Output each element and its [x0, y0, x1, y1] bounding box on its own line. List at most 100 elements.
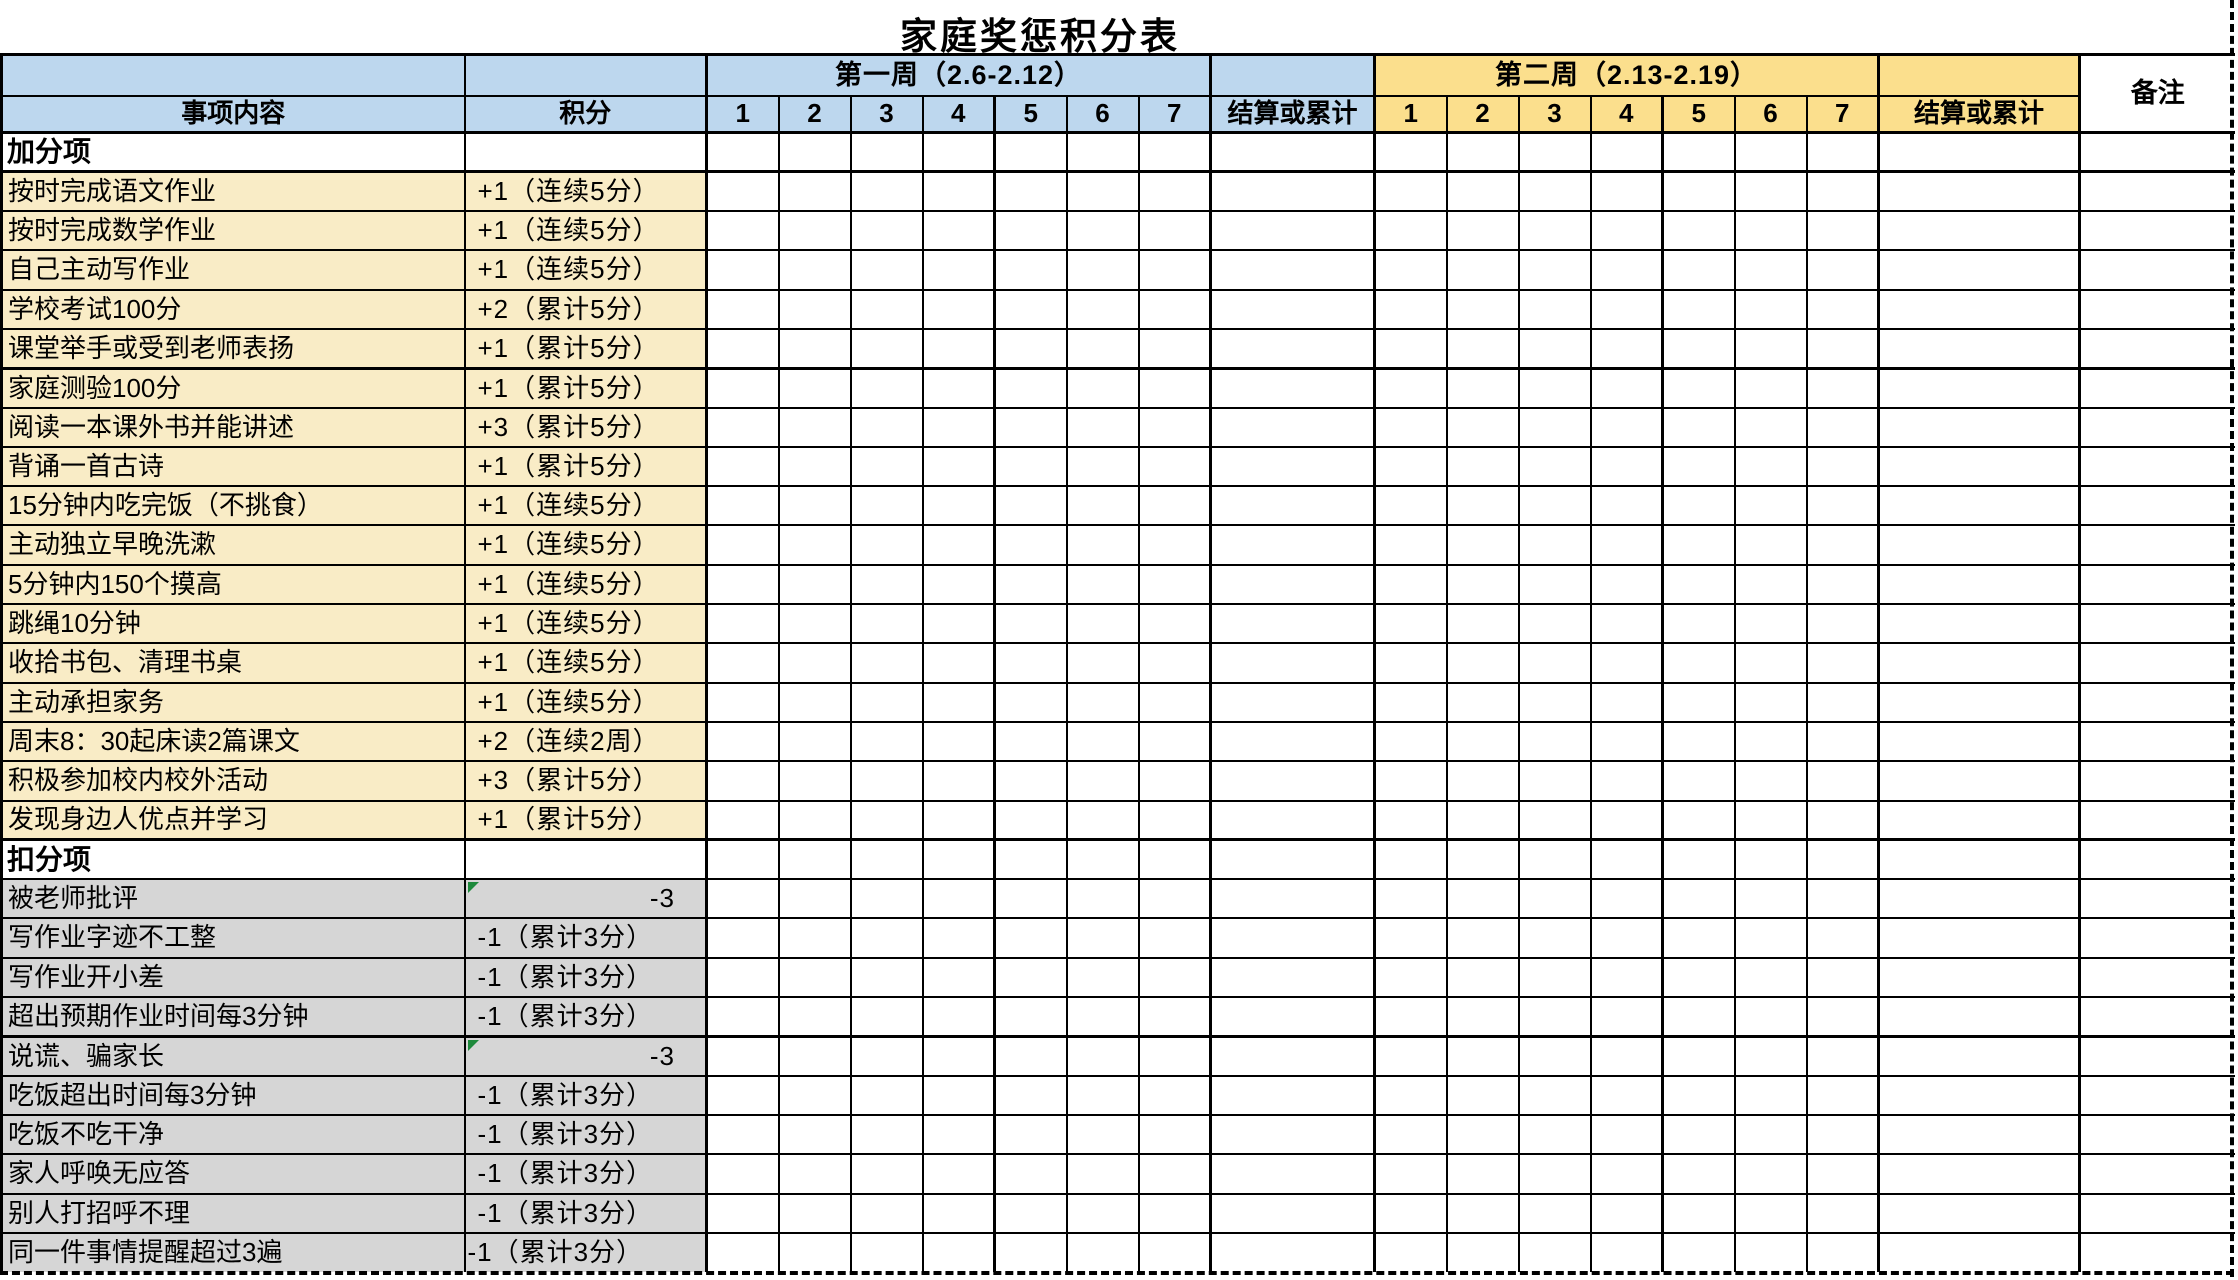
day-cell[interactable] — [705, 917, 780, 959]
day-cell[interactable] — [1137, 838, 1212, 881]
day-cell[interactable] — [1373, 760, 1448, 802]
day-cell[interactable] — [1517, 799, 1592, 842]
day-cell[interactable] — [1373, 210, 1448, 252]
settle-cell[interactable] — [1209, 445, 1376, 488]
day-cell[interactable] — [1805, 485, 1880, 527]
day-cell[interactable] — [1733, 327, 1808, 370]
day-cell[interactable] — [1733, 878, 1808, 920]
day-cell[interactable] — [777, 1035, 852, 1077]
day-cell[interactable] — [1661, 878, 1736, 920]
day-cell[interactable] — [921, 917, 996, 959]
day-cell[interactable] — [993, 642, 1068, 684]
day-cell[interactable] — [1445, 1153, 1520, 1195]
settle-header-week2[interactable]: 结算或累计 — [1877, 94, 2081, 134]
day-cell[interactable] — [1589, 878, 1664, 920]
item-cell[interactable]: 超出预期作业时间每3分钟 — [0, 996, 466, 1038]
points-cell[interactable] — [463, 838, 708, 881]
day-cell[interactable] — [1589, 956, 1664, 999]
day-cell[interactable] — [849, 642, 924, 684]
day-cell[interactable] — [849, 1113, 924, 1156]
day-header[interactable]: 3 — [849, 94, 924, 134]
day-cell[interactable] — [1661, 288, 1736, 330]
day-cell[interactable] — [1373, 406, 1448, 448]
day-cell[interactable] — [1517, 1153, 1592, 1195]
day-cell[interactable] — [849, 1192, 924, 1234]
day-cell[interactable] — [921, 956, 996, 999]
day-cell[interactable] — [1065, 445, 1140, 488]
day-cell[interactable] — [777, 485, 852, 527]
points-cell[interactable]: -1（累计3分） — [463, 1192, 708, 1234]
day-cell[interactable] — [849, 603, 924, 645]
header-item-col[interactable]: 事项内容 — [0, 94, 466, 134]
day-cell[interactable] — [1445, 878, 1520, 920]
settle-cell[interactable] — [1877, 878, 2081, 920]
day-cell[interactable] — [777, 681, 852, 723]
settle-cell[interactable] — [1209, 1035, 1376, 1077]
day-cell[interactable] — [1137, 799, 1212, 842]
day-cell[interactable] — [777, 1074, 852, 1116]
day-cell[interactable] — [1137, 1074, 1212, 1116]
day-cell[interactable] — [1517, 917, 1592, 959]
day-cell[interactable] — [1733, 799, 1808, 842]
week1-header[interactable]: 第一周（2.6-2.12） — [705, 53, 1212, 97]
day-cell[interactable] — [1065, 485, 1140, 527]
day-cell[interactable] — [1589, 406, 1664, 448]
day-cell[interactable] — [993, 1192, 1068, 1234]
day-cell[interactable] — [849, 956, 924, 999]
item-cell[interactable]: 别人打招呼不理 — [0, 1192, 466, 1234]
day-cell[interactable] — [777, 406, 852, 448]
day-cell[interactable] — [1517, 1192, 1592, 1234]
day-cell[interactable] — [849, 249, 924, 291]
remark-cell[interactable] — [2078, 210, 2235, 252]
remark-cell[interactable] — [2078, 917, 2235, 959]
day-cell[interactable] — [777, 327, 852, 370]
day-cell[interactable] — [1517, 603, 1592, 645]
day-cell[interactable] — [1137, 485, 1212, 527]
settle-cell[interactable] — [1877, 170, 2081, 213]
day-cell[interactable] — [705, 249, 780, 291]
item-cell[interactable]: 课堂举手或受到老师表扬 — [0, 327, 466, 370]
day-cell[interactable] — [921, 642, 996, 684]
day-cell[interactable] — [1661, 799, 1736, 842]
day-cell[interactable] — [1137, 563, 1212, 606]
day-cell[interactable] — [1517, 249, 1592, 291]
item-cell[interactable]: 按时完成语文作业 — [0, 170, 466, 213]
day-cell[interactable] — [1661, 563, 1736, 606]
day-cell[interactable] — [1589, 210, 1664, 252]
day-cell[interactable] — [1373, 1192, 1448, 1234]
remark-cell[interactable] — [2078, 249, 2235, 291]
day-cell[interactable] — [1445, 327, 1520, 370]
day-cell[interactable] — [1805, 1153, 1880, 1195]
settle-cell[interactable] — [1209, 288, 1376, 330]
day-cell[interactable] — [1661, 642, 1736, 684]
day-cell[interactable] — [1589, 642, 1664, 684]
settle-cell[interactable] — [1877, 799, 2081, 842]
day-cell[interactable] — [705, 996, 780, 1038]
points-cell[interactable]: -3 — [463, 878, 708, 920]
day-cell[interactable] — [1805, 799, 1880, 842]
day-cell[interactable] — [1445, 406, 1520, 448]
day-cell[interactable] — [1733, 485, 1808, 527]
points-cell[interactable]: +3（累计5分） — [463, 760, 708, 802]
day-cell[interactable] — [1373, 642, 1448, 684]
day-cell[interactable] — [1137, 760, 1212, 802]
day-cell[interactable] — [921, 485, 996, 527]
points-cell[interactable]: -3 — [463, 1035, 708, 1077]
day-cell[interactable] — [1065, 249, 1140, 291]
day-cell[interactable] — [1805, 131, 1880, 174]
day-cell[interactable] — [777, 603, 852, 645]
settle-cell[interactable] — [1209, 1153, 1376, 1195]
day-cell[interactable] — [993, 563, 1068, 606]
day-cell[interactable] — [1733, 131, 1808, 174]
day-cell[interactable] — [1805, 327, 1880, 370]
day-cell[interactable] — [1589, 720, 1664, 763]
day-cell[interactable] — [705, 1192, 780, 1234]
day-cell[interactable] — [1137, 1035, 1212, 1077]
day-cell[interactable] — [1661, 367, 1736, 409]
day-cell[interactable] — [1065, 524, 1140, 566]
day-cell[interactable] — [1517, 720, 1592, 763]
day-cell[interactable] — [1805, 1074, 1880, 1116]
day-cell[interactable] — [849, 445, 924, 488]
day-cell[interactable] — [849, 1153, 924, 1195]
remark-cell[interactable] — [2078, 956, 2235, 999]
